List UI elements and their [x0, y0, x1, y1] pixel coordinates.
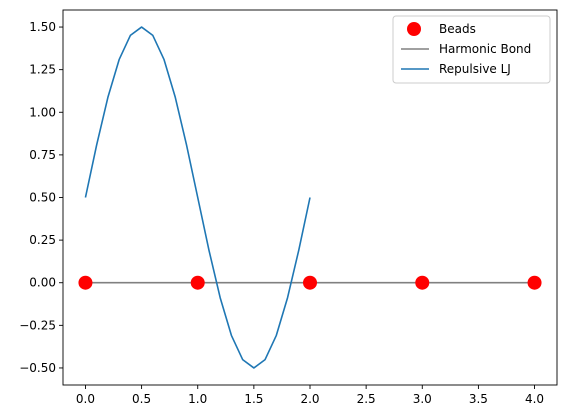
y-tick-label: 1.50 — [29, 20, 56, 34]
x-tick-label: 2.5 — [357, 392, 376, 406]
y-tick-label: −0.25 — [19, 318, 56, 332]
y-tick-label: 1.00 — [29, 105, 56, 119]
x-tick-label: 0.0 — [76, 392, 95, 406]
legend-label-repulsive-lj: Repulsive LJ — [439, 62, 511, 76]
x-tick-label: 1.5 — [244, 392, 263, 406]
y-tick-label: 0.25 — [29, 233, 56, 247]
x-tick-label: 0.5 — [132, 392, 151, 406]
y-tick-label: −0.50 — [19, 361, 56, 375]
x-tick-label: 4.0 — [525, 392, 544, 406]
legend-box — [392, 15, 551, 84]
plot-area — [78, 26, 542, 369]
bead-marker — [303, 275, 317, 290]
y-tick-label: 0.75 — [29, 148, 56, 162]
y-tick-label: 1.25 — [29, 63, 56, 77]
bead-marker — [415, 275, 430, 290]
series-line-repulsive-lj — [84, 26, 311, 369]
bead-marker — [527, 275, 542, 290]
legend-label-beads: Beads — [439, 22, 476, 36]
x-tick-label: 3.0 — [413, 392, 432, 406]
x-tick-label: 1.0 — [188, 392, 207, 406]
legend-swatch-beads — [407, 22, 421, 36]
y-tick-label: 0.00 — [29, 276, 56, 290]
bead-marker — [190, 275, 205, 290]
x-tick-label: 3.5 — [469, 392, 488, 406]
legend: Beads Harmonic Bond Repulsive LJ — [392, 15, 551, 84]
y-tick-label: 0.50 — [29, 191, 56, 205]
bead-marker — [78, 275, 93, 290]
x-tick-label: 2.0 — [300, 392, 319, 406]
axes: 0.0 0.5 1.0 1.5 2.0 2.5 3.0 3.5 4.0 −0.50 −0.25 0.0… — [19, 9, 558, 406]
legend-label-harmonic-bond: Harmonic Bond — [439, 42, 531, 56]
